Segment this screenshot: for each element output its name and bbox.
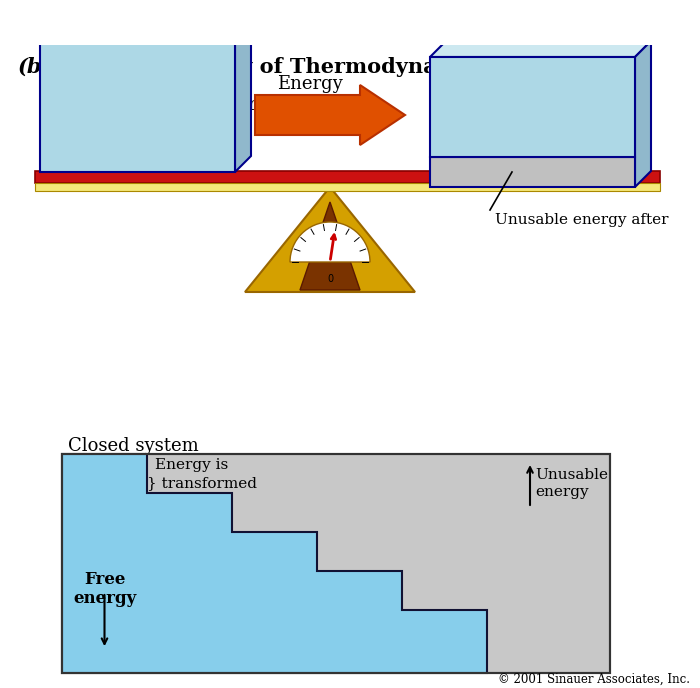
Text: The Second Law of Thermodynamics: The Second Law of Thermodynamics bbox=[48, 57, 491, 77]
Bar bbox=[430, 57, 635, 157]
Text: Energy is: Energy is bbox=[155, 458, 228, 472]
Text: Free
energy: Free energy bbox=[73, 570, 136, 608]
Bar bbox=[62, 454, 610, 674]
Text: © 2001 Sinauer Associates, Inc.: © 2001 Sinauer Associates, Inc. bbox=[498, 673, 690, 686]
Text: Energy
before: Energy before bbox=[102, 87, 173, 127]
Bar bbox=[35, 171, 660, 183]
Polygon shape bbox=[635, 41, 651, 187]
Bar bbox=[430, 157, 635, 187]
Bar bbox=[62, 454, 610, 674]
Text: Unusable energy after: Unusable energy after bbox=[495, 213, 668, 227]
Text: (b): (b) bbox=[18, 57, 52, 77]
FancyArrow shape bbox=[255, 85, 405, 145]
Text: Unusable
energy: Unusable energy bbox=[535, 469, 608, 499]
Polygon shape bbox=[245, 187, 415, 292]
Polygon shape bbox=[300, 202, 360, 290]
Polygon shape bbox=[40, 26, 251, 42]
Text: 0: 0 bbox=[327, 274, 333, 284]
Text: Closed system: Closed system bbox=[68, 437, 199, 455]
Text: } transformed: } transformed bbox=[147, 476, 257, 490]
Polygon shape bbox=[62, 454, 487, 674]
Bar bbox=[40, 42, 235, 172]
Text: Usable energy
after: Usable energy after bbox=[466, 89, 598, 125]
Polygon shape bbox=[235, 26, 251, 172]
Text: Energy
transformation: Energy transformation bbox=[241, 75, 379, 114]
Wedge shape bbox=[290, 222, 370, 262]
Polygon shape bbox=[430, 41, 651, 57]
Bar bbox=[35, 183, 660, 191]
